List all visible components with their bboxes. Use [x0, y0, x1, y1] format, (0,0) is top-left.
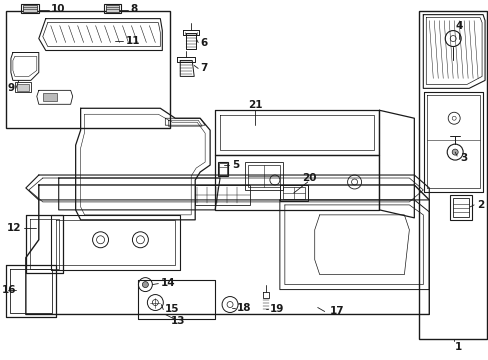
Bar [419, 11, 486, 339]
Bar [105, 5, 119, 12]
Bar [6, 11, 170, 128]
Bar [21, 4, 39, 13]
Bar [452, 198, 468, 217]
Text: 6: 6 [200, 37, 207, 48]
Bar [15, 82, 31, 92]
Bar [17, 84, 29, 91]
Bar [218, 162, 227, 176]
Text: 8: 8 [130, 4, 138, 14]
Text: 18: 18 [237, 302, 251, 312]
Text: 9: 9 [7, 84, 15, 93]
Circle shape [142, 282, 148, 288]
Circle shape [451, 149, 457, 155]
Bar [103, 4, 121, 13]
Bar [282, 187, 304, 199]
Text: 10: 10 [51, 4, 65, 14]
Text: 16: 16 [2, 284, 17, 294]
Text: 4: 4 [454, 21, 462, 31]
Text: 3: 3 [459, 153, 467, 163]
Text: 11: 11 [125, 36, 140, 46]
Text: 14: 14 [160, 278, 175, 288]
Bar [219, 163, 226, 175]
Bar [279, 185, 307, 201]
Bar [247, 165, 279, 187]
Text: 19: 19 [269, 305, 284, 315]
Bar [195, 185, 249, 205]
Bar [244, 162, 282, 190]
Bar [42, 93, 57, 101]
Text: 2: 2 [476, 200, 483, 210]
Text: 20: 20 [302, 173, 316, 183]
Text: 13: 13 [171, 316, 185, 327]
Bar [23, 5, 37, 12]
Text: 15: 15 [165, 305, 180, 315]
Text: 12: 12 [6, 223, 21, 233]
Text: 7: 7 [200, 63, 207, 73]
Text: 21: 21 [247, 100, 262, 110]
Text: 5: 5 [232, 160, 239, 170]
Bar [449, 195, 471, 220]
Text: 17: 17 [329, 306, 344, 316]
Text: 1: 1 [454, 342, 461, 352]
